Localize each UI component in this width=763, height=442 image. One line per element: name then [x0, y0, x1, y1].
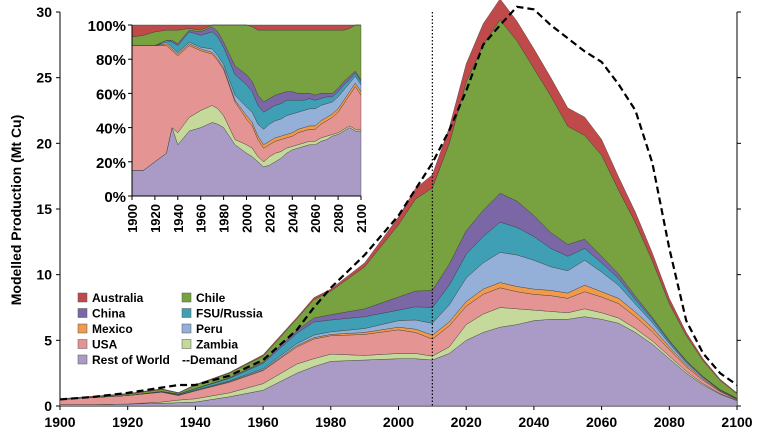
- y-axis-title: Modelled Production (Mt Cu): [8, 115, 24, 306]
- y-tick-label: 25: [36, 70, 52, 86]
- inset-x-tick-label: 2020: [262, 204, 277, 233]
- y-tick-label: 20: [36, 135, 52, 151]
- x-tick-label: 1960: [248, 414, 279, 430]
- legend-label: USA: [92, 338, 118, 352]
- inset-percent-chart: 0% 20% 40% 60% 80% 100% 1900 1920 1940 1960 1980 20…: [67, 11, 369, 242]
- legend-label-demand: --Demand: [182, 353, 237, 367]
- x-tick-label: 2000: [383, 414, 414, 430]
- y-tick-label: 5: [44, 332, 52, 348]
- x-tick-label: 2040: [518, 414, 549, 430]
- inset-stacked-areas: [131, 24, 362, 197]
- inset-x-tick-label: 2000: [240, 204, 255, 233]
- inset-x-tick-label: 2040: [285, 204, 300, 233]
- inset-x-tick-label: 2080: [331, 204, 346, 233]
- x-tick-label: 1980: [315, 414, 346, 430]
- legend-label: Chile: [196, 291, 226, 305]
- x-tick-label: 1900: [44, 414, 75, 430]
- legend-label: Australia: [92, 291, 144, 305]
- legend-swatch: [77, 308, 88, 318]
- inset-x-tick-label: 1940: [171, 204, 186, 233]
- demand-series-line: [59, 5, 738, 401]
- inset-area-australia: [131, 24, 361, 38]
- legend: Australia Chile China FSU/Russia Mexico Peru U…: [77, 291, 263, 367]
- legend-label: FSU/Russia: [196, 307, 263, 321]
- x-tick-label: 1920: [112, 414, 143, 430]
- x-tick-label: 2060: [586, 414, 617, 430]
- legend-label: Mexico: [92, 322, 133, 336]
- x-tick-label: 1940: [180, 414, 211, 430]
- inset-y-tick-label: 20%: [96, 155, 126, 172]
- legend-swatch: [181, 323, 192, 334]
- inset-y-tick-label: 40%: [96, 121, 126, 138]
- inset-y-tick-label: 100%: [88, 18, 126, 35]
- x-tick-label: 2080: [654, 414, 685, 430]
- demand-line: [59, 5, 738, 401]
- legend-swatch: [181, 339, 192, 349]
- inset-x-tick-label: 2100: [354, 204, 369, 233]
- x-tick-label: 2100: [721, 414, 752, 430]
- main-stacked-areas: [59, 0, 738, 407]
- inset-axes: [128, 24, 362, 200]
- inset-x-tick-label: 1920: [148, 204, 163, 233]
- inset-tick-labels: 0% 20% 40% 60% 80% 100% 1900 1920 1940 1960 1980 20…: [88, 18, 369, 233]
- inset-x-tick-label: 2060: [308, 204, 323, 233]
- y-tick-label: 15: [36, 201, 52, 217]
- inset-y-tick-label: 80%: [96, 52, 126, 69]
- legend-label: China: [92, 307, 126, 321]
- legend-swatch: [181, 292, 192, 303]
- legend-label: Zambia: [196, 338, 238, 352]
- inset-x-tick-label: 1980: [217, 204, 232, 233]
- legend-swatch: [77, 292, 88, 303]
- legend-swatch: [181, 308, 192, 318]
- y-tick-label: 0: [44, 398, 52, 414]
- main-area-australia: [59, 0, 738, 400]
- x-tick-label: 2020: [451, 414, 482, 430]
- inset-y-tick-label: 60%: [96, 86, 126, 103]
- y-tick-label: 10: [36, 267, 52, 283]
- legend-swatch: [77, 323, 88, 334]
- legend-label: Rest of World: [92, 353, 170, 367]
- legend-swatch: [77, 339, 88, 349]
- inset-x-tick-label: 1900: [125, 204, 140, 233]
- legend-swatch: [77, 354, 88, 365]
- inset-x-tick-label: 1960: [194, 204, 209, 233]
- main-tick-labels: 1900 1920 1940 1960 1980 2000 2020 2040 2060 2080…: [36, 4, 752, 430]
- inset-y-tick-label: 0%: [104, 189, 126, 206]
- legend-label: Peru: [196, 322, 223, 336]
- y-tick-label: 30: [36, 4, 52, 20]
